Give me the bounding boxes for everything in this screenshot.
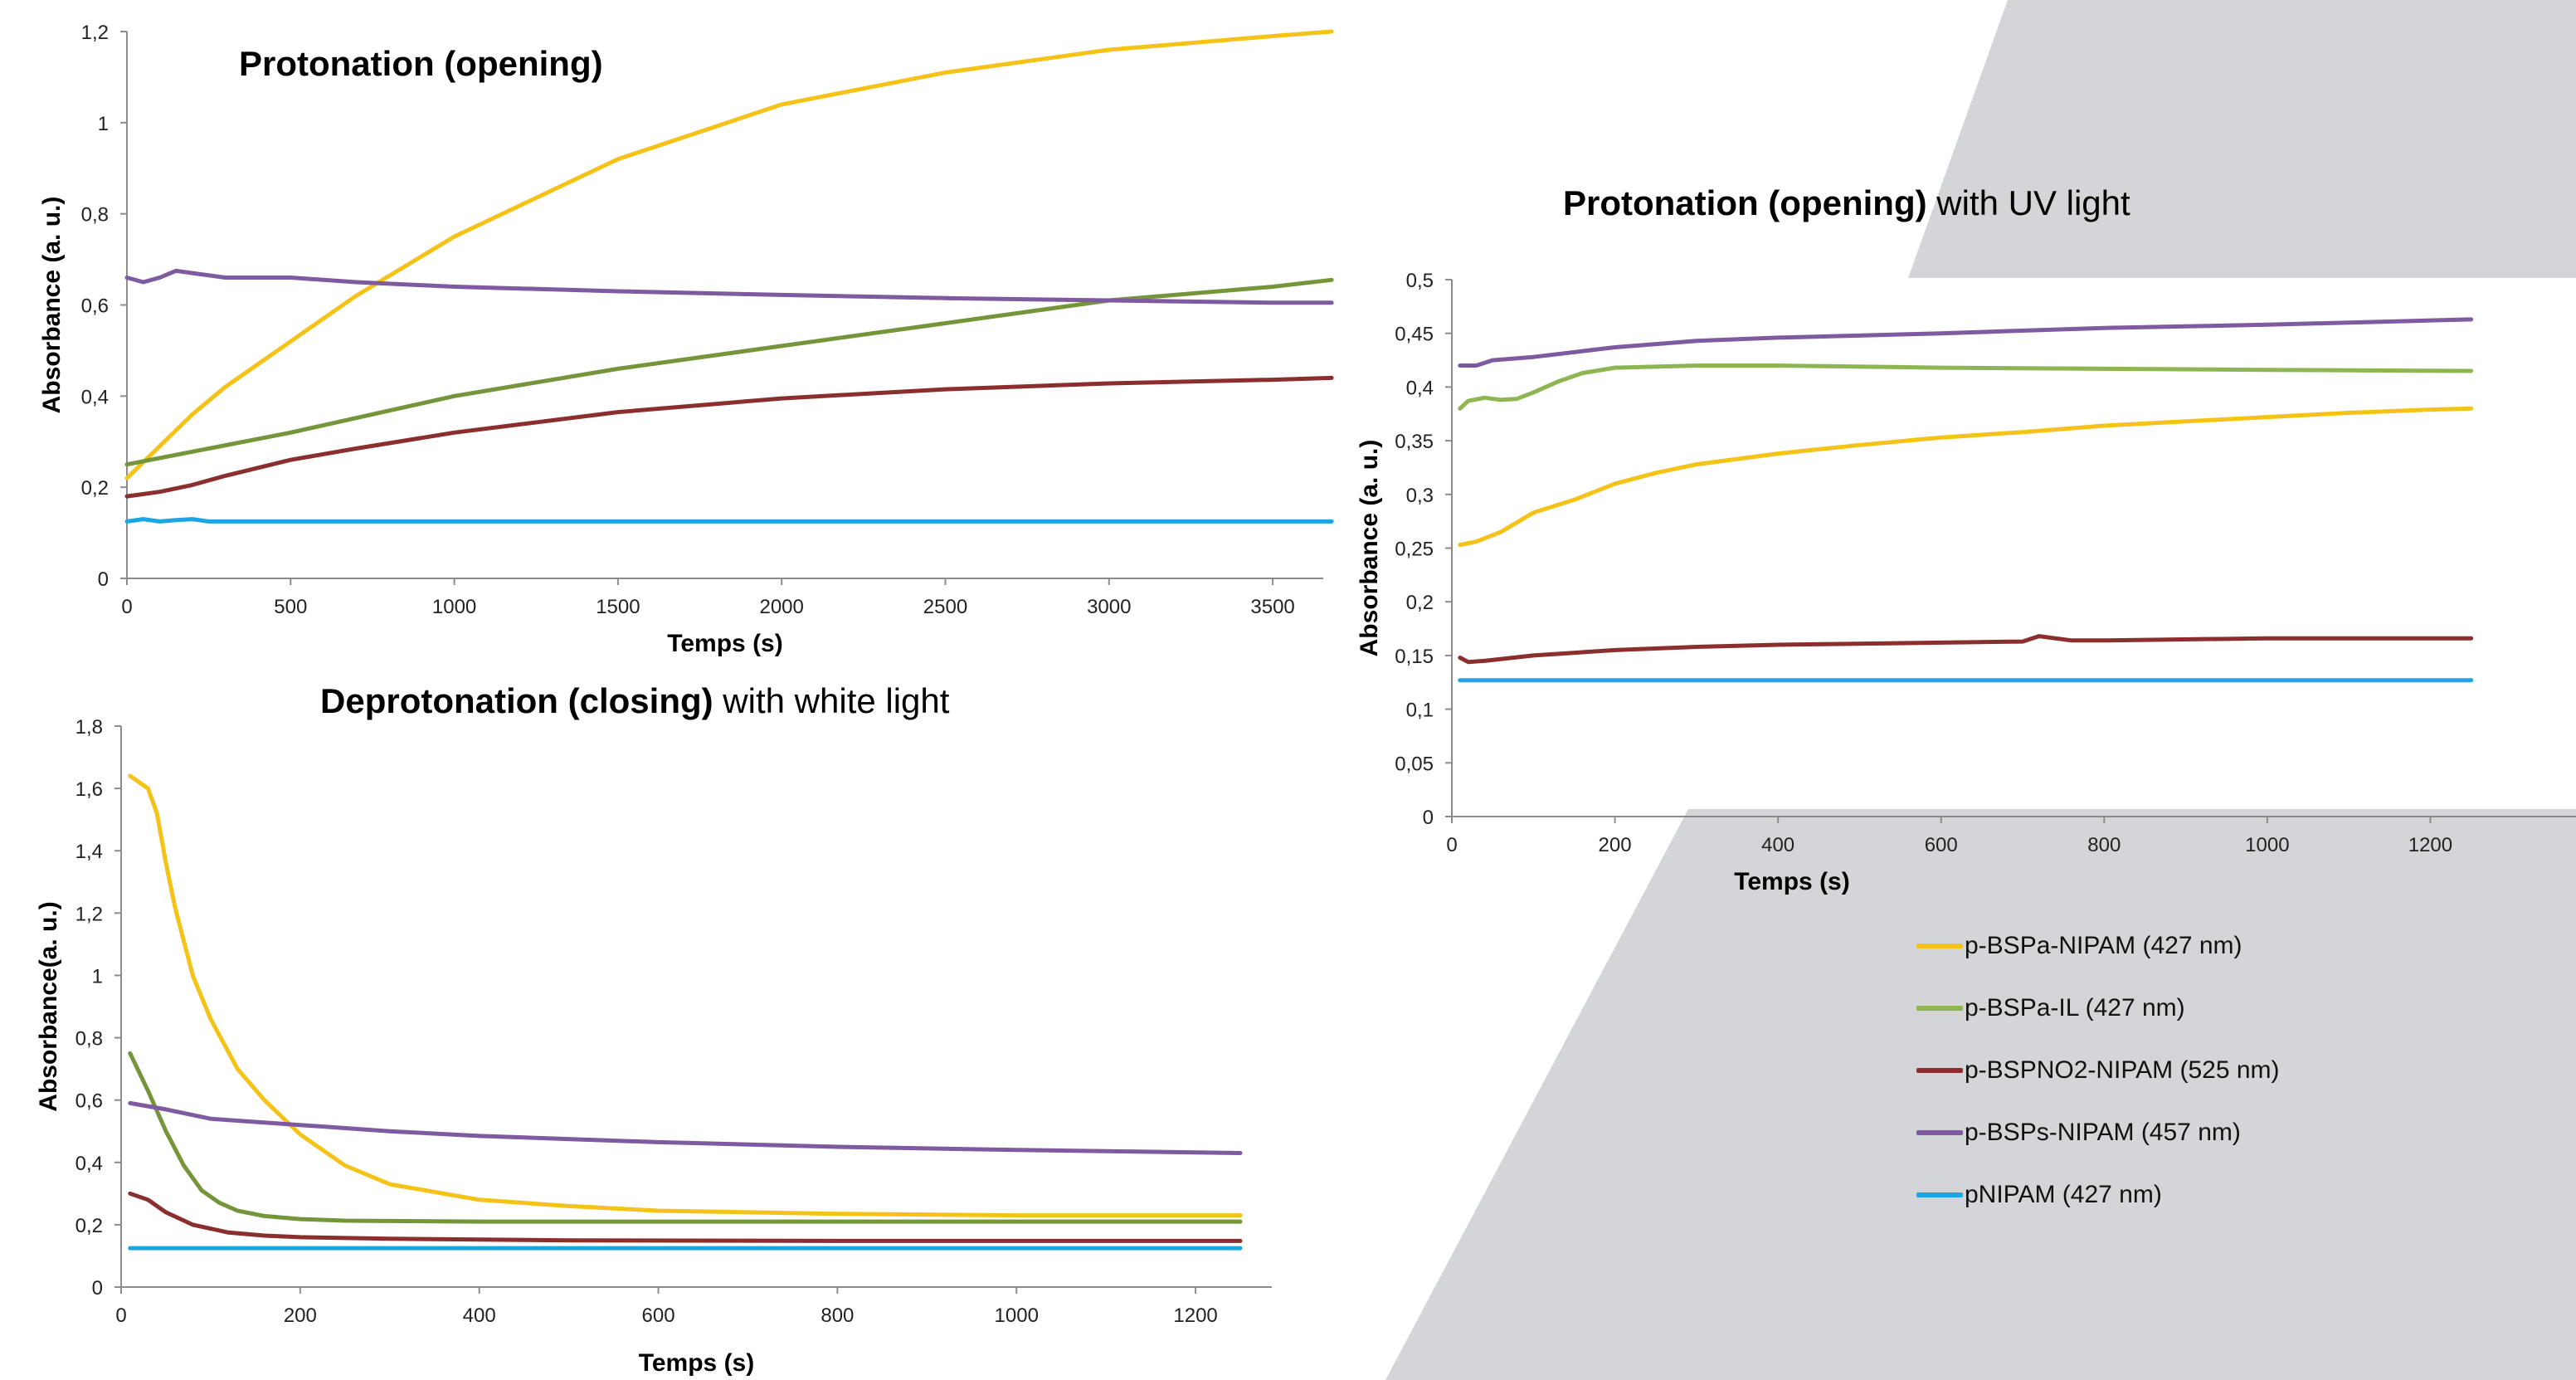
x-tick-label: 3000 (1087, 596, 1131, 618)
series-line-3 (128, 1100, 1243, 1155)
x-tick-label: 200 (1599, 834, 1632, 856)
x-tick-label: 1000 (432, 596, 476, 618)
series-line-0 (128, 773, 1243, 1218)
series-line-1 (128, 1051, 1243, 1224)
y-tick-label: 0 (1423, 807, 1434, 829)
legend-item: p-BSPa-NIPAM (427 nm) (1916, 914, 2280, 977)
x-tick-label: 1000 (2245, 834, 2289, 856)
x-tick-label: 800 (2087, 834, 2121, 856)
y-tick-label: 0,2 (75, 1215, 103, 1237)
y-tick-label: 0,2 (1406, 592, 1434, 614)
y-tick-label: 1,6 (75, 778, 103, 801)
x-tick-label: 400 (1761, 834, 1794, 856)
y-tick-label: 0 (92, 1277, 103, 1300)
y-tick-label: 1,4 (75, 841, 103, 863)
x-tick-label: 0 (121, 596, 132, 618)
series-line-2 (124, 375, 1334, 499)
y-axis-label: Absorbance (a. u.) (1356, 440, 1383, 657)
x-tick-label: 2500 (923, 596, 967, 618)
y-tick-label: 1,2 (81, 22, 109, 44)
series-line-1 (1458, 363, 2474, 411)
series-line-2 (128, 1191, 1243, 1243)
y-tick-label: 0,35 (1395, 431, 1434, 453)
y-tick-label: 0,4 (75, 1153, 103, 1175)
y-tick-label: 0,4 (1406, 377, 1434, 399)
y-axis-label: Absorbance(a. u.) (35, 901, 62, 1111)
series-line-3 (1458, 317, 2474, 368)
background-shape-bottom (1385, 809, 2576, 1380)
y-tick-label: 0,2 (81, 477, 109, 500)
x-tick-label: 500 (274, 596, 307, 618)
legend-label: p-BSPa-NIPAM (427 nm) (1965, 931, 2242, 959)
y-tick-label: 0,45 (1395, 324, 1434, 346)
legend-label: p-BSPa-IL (427 nm) (1965, 993, 2185, 1022)
y-tick-label: 0,3 (1406, 485, 1434, 507)
legend-swatch (1916, 1129, 1963, 1135)
y-tick-label: 0,25 (1395, 539, 1434, 561)
x-tick-label: 1200 (2408, 834, 2452, 856)
x-tick-label: 0 (115, 1304, 126, 1327)
y-tick-label: 1 (98, 113, 109, 135)
series-line-3 (124, 268, 1334, 305)
legend-item: pNIPAM (427 nm) (1916, 1163, 2280, 1226)
y-tick-label: 0,6 (75, 1090, 103, 1113)
legend-swatch (1916, 1005, 1963, 1011)
y-axis-label: Absorbance (a. u.) (38, 197, 66, 414)
chart2-title: Deprotonation (closing) with white light (320, 681, 950, 720)
legend-item: p-BSPa-IL (427 nm) (1916, 977, 2280, 1039)
x-tick-label: 200 (284, 1304, 317, 1327)
y-tick-label: 0,5 (1406, 270, 1434, 292)
legend-swatch (1916, 943, 1963, 948)
y-tick-label: 0 (98, 568, 109, 591)
y-tick-label: 1,2 (75, 903, 103, 925)
x-axis-label: Temps (s) (639, 1349, 754, 1377)
series-line-0 (1458, 406, 2474, 548)
series-line-0 (124, 29, 1334, 480)
y-tick-label: 0,05 (1395, 753, 1434, 775)
chart3-title: Protonation (opening) with UV light (1563, 183, 2130, 222)
legend-label: p-BSPNO2-NIPAM (525 nm) (1965, 1056, 2280, 1084)
x-tick-label: 1500 (596, 596, 640, 618)
x-tick-label: 3500 (1250, 596, 1294, 618)
x-tick-label: 1000 (995, 1304, 1039, 1327)
chart1-title: Protonation (opening) (239, 44, 603, 83)
x-tick-label: 2000 (759, 596, 803, 618)
x-tick-label: 600 (642, 1304, 675, 1327)
y-tick-label: 0,1 (1406, 700, 1434, 722)
x-tick-label: 400 (463, 1304, 496, 1327)
series-line-1 (124, 277, 1334, 467)
series-line-4 (124, 517, 1334, 524)
legend-label: p-BSPs-NIPAM (457 nm) (1965, 1118, 2241, 1146)
y-tick-label: 0,15 (1395, 646, 1434, 668)
y-tick-label: 1,8 (75, 716, 103, 739)
legend-item: p-BSPs-NIPAM (457 nm) (1916, 1101, 2280, 1163)
x-tick-label: 600 (1925, 834, 1958, 856)
legend-item: p-BSPNO2-NIPAM (525 nm) (1916, 1039, 2280, 1101)
x-tick-label: 0 (1446, 834, 1457, 856)
legend-label: pNIPAM (427 nm) (1965, 1180, 2162, 1208)
y-tick-label: 0,8 (75, 1028, 103, 1051)
y-tick-label: 1 (92, 965, 103, 987)
y-tick-label: 0,6 (81, 295, 109, 318)
x-axis-label: Temps (s) (1734, 868, 1849, 895)
legend-swatch (1916, 1192, 1963, 1197)
legend-swatch (1916, 1067, 1963, 1073)
series-line-2 (1458, 634, 2474, 665)
x-axis-label: Temps (s) (667, 630, 782, 657)
legend: p-BSPa-NIPAM (427 nm) p-BSPa-IL (427 nm)… (1916, 914, 2280, 1226)
y-tick-label: 0,8 (81, 204, 109, 227)
x-tick-label: 800 (821, 1304, 854, 1327)
background-shape-top (1908, 0, 2576, 278)
x-tick-label: 1200 (1173, 1304, 1217, 1327)
y-tick-label: 0,4 (81, 386, 109, 408)
